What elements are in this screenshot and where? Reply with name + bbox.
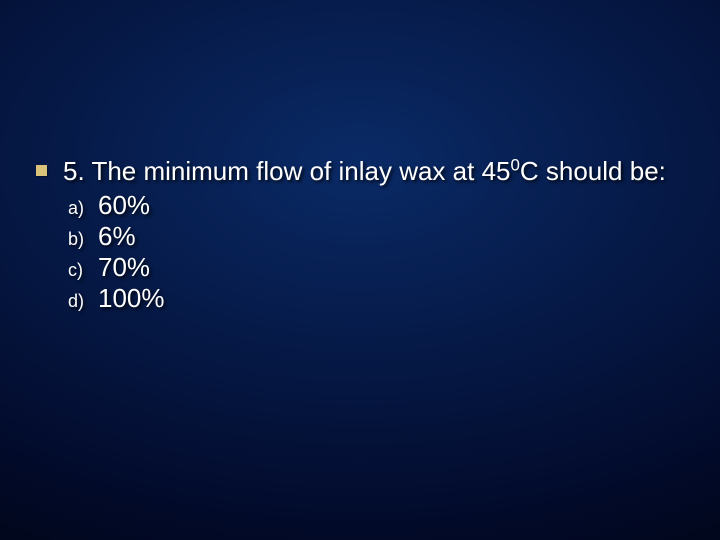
question-suffix: C should be: [520,156,666,186]
option-label: d) [68,291,98,312]
option-label: a) [68,198,98,219]
question-prefix: 5. The minimum flow of inlay wax at 45 [63,156,510,186]
option-label: c) [68,260,98,281]
question-text: 5. The minimum flow of inlay wax at 450C… [63,155,666,188]
option-text: 100% [98,283,165,314]
option-label: b) [68,229,98,250]
option-row-a: a) 60% [36,190,720,221]
option-row-c: c) 70% [36,252,720,283]
square-bullet-icon [36,165,47,176]
question-row: 5. The minimum flow of inlay wax at 450C… [36,155,720,188]
option-text: 60% [98,190,150,221]
option-text: 70% [98,252,150,283]
option-row-d: d) 100% [36,283,720,314]
option-text: 6% [98,221,136,252]
question-superscript: 0 [510,155,519,174]
option-row-b: b) 6% [36,221,720,252]
slide-container: 5. The minimum flow of inlay wax at 450C… [0,0,720,540]
